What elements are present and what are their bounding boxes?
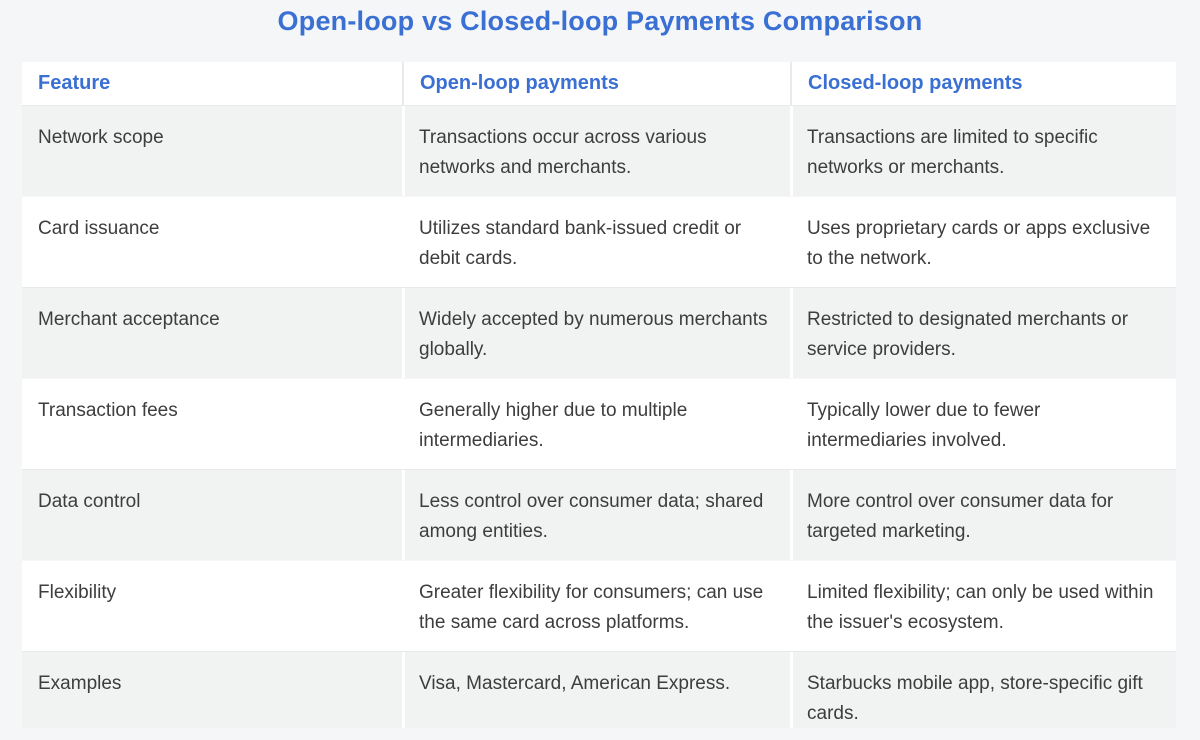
cell-open-loop: Transactions occur across various networ… [402, 106, 790, 196]
cell-feature: Examples [38, 673, 122, 694]
cell-open-loop: Visa, Mastercard, American Express. [402, 652, 790, 728]
table-row-card-issuance: Card issuance Utilizes standard bank-iss… [22, 196, 1176, 287]
cell-feature: Card issuance [38, 218, 160, 239]
cell-open-loop: Utilizes standard bank-issued credit or … [402, 197, 790, 287]
header-cell-open-loop: Open-loop payments [402, 62, 790, 105]
cell-closed-loop: Transactions are limited to specific net… [790, 106, 1176, 196]
cell-closed-loop: Starbucks mobile app, store-specific gif… [790, 652, 1176, 728]
table-row-flexibility: Flexibility Greater flexibility for cons… [22, 560, 1176, 651]
cell-open-loop: Greater flexibility for consumers; can u… [402, 561, 790, 651]
cell-open-loop: Widely accepted by numerous merchants gl… [402, 288, 790, 378]
cell-feature: Data control [38, 491, 141, 512]
table-row-network-scope: Network scope Transactions occur across … [22, 105, 1176, 196]
cell-closed-loop: Typically lower due to fewer intermediar… [790, 379, 1176, 469]
table-row-merchant-acceptance: Merchant acceptance Widely accepted by n… [22, 287, 1176, 378]
cell-feature: Merchant acceptance [38, 309, 220, 330]
cell-closed-loop: Limited flexibility; can only be used wi… [790, 561, 1176, 651]
table-row-examples: Examples Visa, Mastercard, American Expr… [22, 651, 1176, 728]
cell-closed-loop: Uses proprietary cards or apps exclusive… [790, 197, 1176, 287]
cell-feature: Transaction fees [38, 400, 178, 421]
page-title: Open-loop vs Closed-loop Payments Compar… [277, 6, 923, 36]
cell-closed-loop: Restricted to designated merchants or se… [790, 288, 1176, 378]
cell-open-loop: Less control over consumer data; shared … [402, 470, 790, 560]
table-header-row: Feature Open-loop payments Closed-loop p… [22, 62, 1176, 105]
table-row-data-control: Data control Less control over consumer … [22, 469, 1176, 560]
header-cell-feature: Feature [38, 72, 111, 94]
cell-closed-loop: More control over consumer data for targ… [790, 470, 1176, 560]
cell-feature: Flexibility [38, 582, 117, 603]
header-cell-closed-loop: Closed-loop payments [790, 62, 1176, 105]
table-row-transaction-fees: Transaction fees Generally higher due to… [22, 378, 1176, 469]
cell-feature: Network scope [38, 127, 164, 148]
cell-open-loop: Generally higher due to multiple interme… [402, 379, 790, 469]
comparison-table: Feature Open-loop payments Closed-loop p… [22, 62, 1176, 728]
